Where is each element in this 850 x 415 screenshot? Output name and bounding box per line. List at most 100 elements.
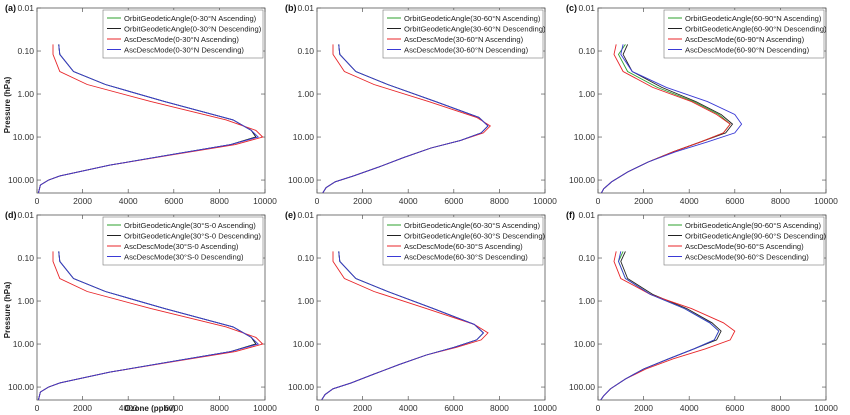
- y-tick-label: 0.10: [578, 46, 595, 56]
- y-tick-label: 1.00: [17, 89, 34, 99]
- legend-entry: AscDescMode(0-30°N Descending): [124, 46, 244, 55]
- y-tick-label: 100.00: [8, 382, 34, 392]
- panel-label: (e): [285, 210, 296, 220]
- y-tick-label: 0.10: [17, 253, 34, 263]
- legend-box: [382, 9, 544, 59]
- x-tick-label: 2000: [353, 403, 372, 413]
- legend-box: [102, 9, 264, 59]
- legend-entry: AscDescMode(90-60°S Ascending): [685, 242, 804, 251]
- x-tick-label: 8000: [210, 403, 229, 413]
- y-tick-label: 10.00: [13, 339, 35, 349]
- legend-entry: OrbitGeodeticAngle(60-90°N Ascending): [685, 14, 822, 23]
- x-tick-label: 4000: [399, 403, 418, 413]
- series-line-2: [601, 44, 734, 193]
- y-tick-label: 0.10: [578, 253, 595, 263]
- x-tick-label: 8000: [210, 196, 229, 206]
- legend-entry: AscDescMode(90-60°S Descending): [685, 253, 809, 262]
- x-tick-label: 4000: [119, 403, 138, 413]
- x-tick-label: 0: [35, 403, 40, 413]
- x-tick-label: 4000: [680, 196, 699, 206]
- series-line-1: [37, 44, 257, 193]
- y-tick-label: 10.00: [574, 339, 596, 349]
- y-tick-label: 1.00: [297, 89, 314, 99]
- x-tick-label: 8000: [771, 403, 790, 413]
- legend-entry: OrbitGeodeticAngle(60-30°S Ascending): [404, 221, 540, 230]
- x-tick-label: 10000: [533, 403, 557, 413]
- series-line-1: [322, 44, 489, 193]
- legend-entry: OrbitGeodeticAngle(0-30°N Descending): [124, 25, 262, 34]
- legend-entry: OrbitGeodeticAngle(30°S-0 Ascending): [124, 221, 256, 230]
- x-tick-label: 0: [315, 196, 320, 206]
- x-tick-label: 2000: [634, 196, 653, 206]
- chart-panel-4: 0.01 0.10 1.00 10.00 100.00 0 2000 4000 6000 8000…: [5, 210, 277, 413]
- x-tick-label: 10000: [533, 196, 557, 206]
- y-tick-label: 1.00: [578, 296, 595, 306]
- legend-entry: OrbitGeodeticAngle(90-60°S Ascending): [685, 221, 821, 230]
- y-tick-label: 100.00: [8, 175, 34, 185]
- y-tick-label: 0.10: [297, 46, 314, 56]
- series-line-1: [37, 251, 257, 400]
- series-line-3: [321, 251, 489, 400]
- chart-panel-3: 0.01 0.10 1.00 10.00 100.00 0 2000 4000 6000 8000…: [566, 3, 838, 206]
- y-axis-label-top: Pressure (hPa): [3, 76, 12, 133]
- x-axis-label: Ozone (ppbv): [124, 404, 175, 413]
- y-tick-label: 100.00: [569, 175, 595, 185]
- y-tick-label: 0.10: [297, 253, 314, 263]
- chart-panel-5: 0.01 0.10 1.00 10.00 100.00 0 2000 4000 6000 8000…: [285, 210, 557, 413]
- x-tick-label: 6000: [164, 196, 183, 206]
- y-tick-label: 100.00: [569, 382, 595, 392]
- legend-entry: AscDescMode(30-60°N Descending): [404, 46, 529, 55]
- series-line-4: [600, 251, 720, 400]
- series-line-4: [321, 251, 485, 400]
- series-line-2: [37, 251, 257, 400]
- x-tick-label: 6000: [164, 403, 183, 413]
- legend-box: [663, 216, 825, 266]
- panel-label: (d): [5, 210, 17, 220]
- series-line-2: [321, 251, 485, 400]
- y-tick-label: 10.00: [574, 132, 596, 142]
- legend-entry: AscDescMode(60-90°N Descending): [685, 46, 810, 55]
- panel-label: (a): [5, 3, 16, 13]
- y-tick-label: 1.00: [297, 296, 314, 306]
- y-tick-label: 0.01: [297, 210, 314, 220]
- y-tick-label: 0.01: [578, 210, 595, 220]
- x-tick-label: 0: [596, 196, 601, 206]
- legend-entry: AscDescMode(30°S-0 Descending): [124, 253, 244, 262]
- chart-panel-2: 0.01 0.10 1.00 10.00 100.00 0 2000 4000 6000 8000…: [285, 3, 557, 206]
- y-tick-label: 0.01: [297, 3, 314, 13]
- y-tick-label: 0.01: [17, 210, 34, 220]
- series-line-2: [37, 44, 257, 193]
- x-tick-label: 10000: [814, 403, 838, 413]
- legend-entry: OrbitGeodeticAngle(90-60°S Descending): [685, 232, 827, 241]
- series-line-4: [37, 251, 260, 400]
- legend-box: [382, 216, 544, 266]
- legend-entry: OrbitGeodeticAngle(60-30°S Descending): [404, 232, 546, 241]
- x-tick-label: 6000: [444, 403, 463, 413]
- panel-label: (f): [566, 210, 575, 220]
- x-tick-label: 10000: [253, 196, 277, 206]
- x-tick-label: 2000: [634, 403, 653, 413]
- x-tick-label: 6000: [444, 196, 463, 206]
- plot-frame: [597, 214, 827, 401]
- x-tick-label: 2000: [73, 403, 92, 413]
- chart-panel-1: 0.01 0.10 1.00 10.00 100.00 0 2000 4000 6000 8000…: [5, 3, 277, 206]
- x-tick-label: 6000: [725, 196, 744, 206]
- x-tick-label: 0: [35, 196, 40, 206]
- x-tick-label: 8000: [771, 196, 790, 206]
- x-tick-label: 8000: [490, 196, 509, 206]
- series-line-2: [322, 44, 489, 193]
- chart-panel-6: 0.01 0.10 1.00 10.00 100.00 0 2000 4000 6000 8000…: [566, 210, 838, 413]
- plot-frame: [316, 214, 546, 401]
- legend-entry: AscDescMode(30°S-0 Ascending): [124, 242, 239, 251]
- x-tick-label: 4000: [399, 196, 418, 206]
- y-tick-label: 10.00: [293, 339, 315, 349]
- x-tick-label: 2000: [73, 196, 92, 206]
- series-line-4: [37, 44, 260, 193]
- legend-entry: OrbitGeodeticAngle(0-30°N Ascending): [124, 14, 257, 23]
- plot-frame: [597, 7, 827, 194]
- legend-box: [663, 9, 825, 59]
- panel-label: (c): [566, 3, 577, 13]
- y-tick-label: 0.01: [578, 3, 595, 13]
- series-line-4: [601, 44, 743, 193]
